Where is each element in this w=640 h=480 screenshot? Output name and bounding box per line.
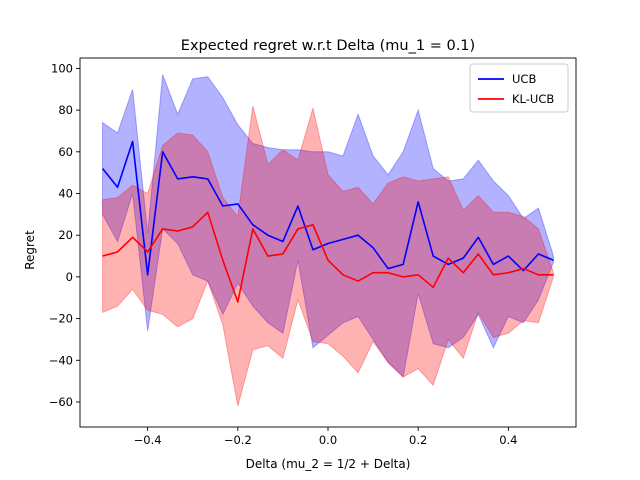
legend-box xyxy=(469,63,569,113)
x-tick-label: 0.0 xyxy=(319,433,337,447)
y-tick-label: 20 xyxy=(58,228,73,242)
x-tick-label: 0.4 xyxy=(499,433,517,447)
y-tick-label: 100 xyxy=(51,61,73,75)
x-tick-label: −0.4 xyxy=(134,433,162,447)
legend: UCB KL-UCB xyxy=(469,63,569,113)
band-kl-ucb xyxy=(102,105,554,407)
chart-title: Expected regret w.r.t Delta (mu_1 = 0.1) xyxy=(181,38,475,54)
legend-label-kl-ucb: KL-UCB xyxy=(512,92,554,106)
y-tick-label: 40 xyxy=(58,187,73,201)
y-axis-label: Regret xyxy=(23,230,37,270)
legend-label-ucb: UCB xyxy=(512,72,536,86)
series-line-kl-ucb xyxy=(102,211,554,303)
y-tick-label: 60 xyxy=(58,145,73,159)
y-tick-label: −20 xyxy=(49,312,73,326)
y-tick-label: −60 xyxy=(49,395,73,409)
y-tick-label: 80 xyxy=(58,103,73,117)
x-tick-label: −0.2 xyxy=(224,433,252,447)
x-axis-label: Delta (mu_2 = 1/2 + Delta) xyxy=(246,457,411,471)
y-axis: −60 −40 −20 0 20 40 60 80 100 xyxy=(49,61,80,409)
series-line-ucb xyxy=(101,140,554,276)
x-tick-label: 0.2 xyxy=(409,433,427,447)
y-tick-label: 0 xyxy=(66,270,73,284)
band-ucb xyxy=(102,74,554,378)
x-axis: −0.4 −0.2 0.0 0.2 0.4 xyxy=(134,427,518,447)
plot-area xyxy=(79,57,577,428)
y-tick-label: −40 xyxy=(49,353,73,367)
